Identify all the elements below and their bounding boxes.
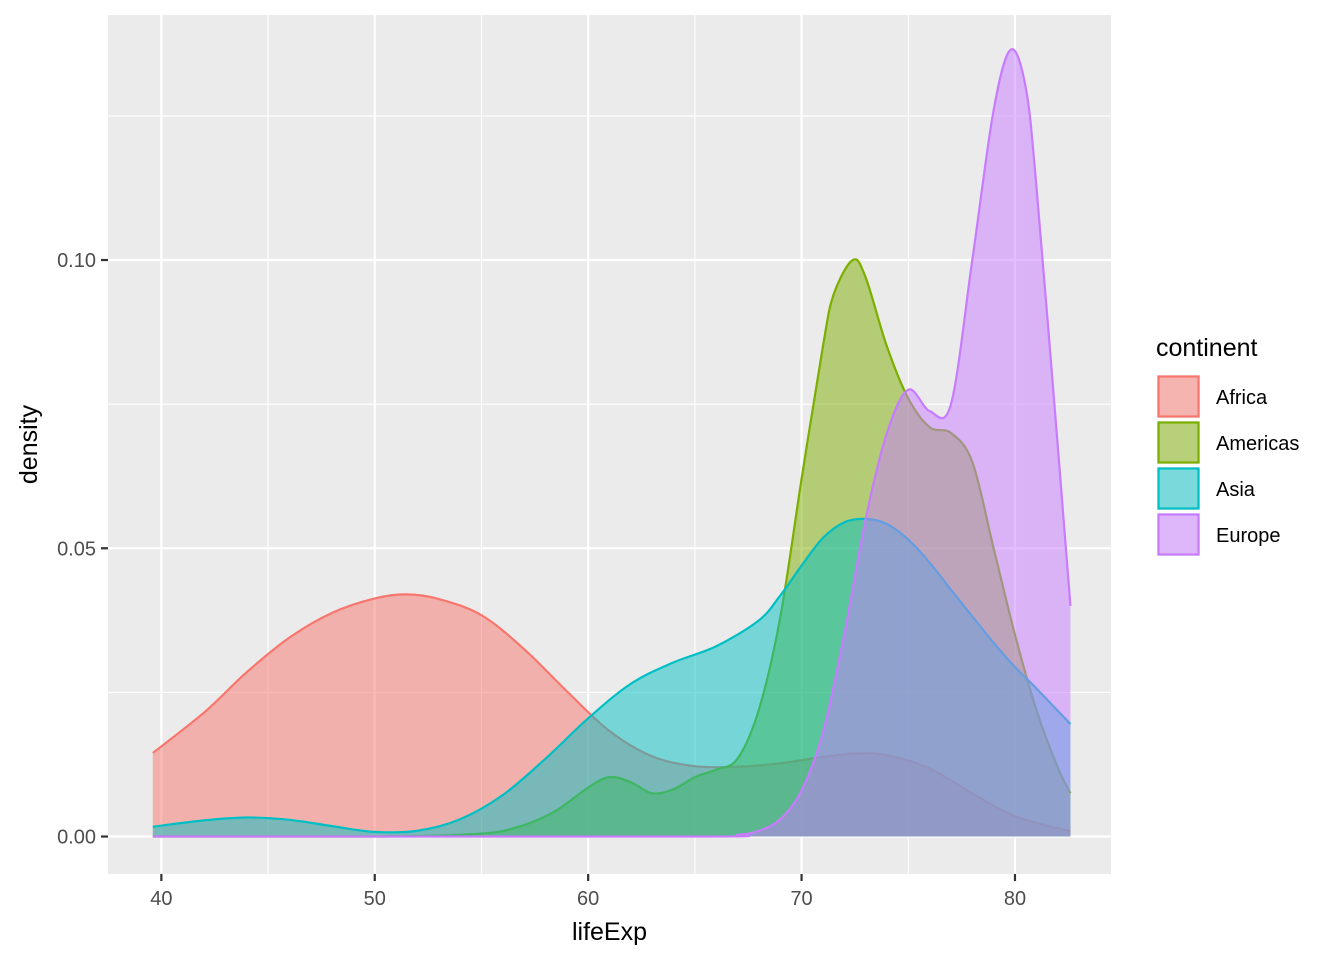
x-tick-label: 70 xyxy=(790,888,812,910)
legend-swatch-americas xyxy=(1157,421,1200,464)
x-axis-title: lifeExp xyxy=(572,918,647,946)
x-tick-label: 50 xyxy=(364,888,386,910)
x-tick-label: 40 xyxy=(150,888,172,910)
minor-gridlines xyxy=(108,15,1111,874)
x-tick-label: 80 xyxy=(1004,888,1026,910)
legend: continent Africa Americas Asia Europe xyxy=(1156,334,1299,556)
legend-swatch-europe xyxy=(1157,513,1200,556)
legend-swatch-africa xyxy=(1157,375,1200,418)
x-tick-label: 60 xyxy=(577,888,599,910)
legend-label: Asia xyxy=(1216,479,1256,501)
legend-title: continent xyxy=(1156,334,1258,362)
legend-label: Africa xyxy=(1216,387,1268,409)
density-areas xyxy=(152,48,1072,838)
axes: 40 50 60 70 80 0.00 0.05 0.10 xyxy=(57,250,1026,910)
density-area-europe xyxy=(152,49,1071,837)
y-axis-title: density xyxy=(15,404,43,484)
legend-swatch-asia xyxy=(1157,467,1200,510)
y-tick-label: 0.00 xyxy=(57,827,96,849)
legend-label: Europe xyxy=(1216,525,1281,547)
y-tick-label: 0.10 xyxy=(57,250,96,272)
legend-label: Americas xyxy=(1216,433,1299,455)
density-line-europe xyxy=(152,48,1072,838)
y-tick-label: 0.05 xyxy=(57,538,96,560)
